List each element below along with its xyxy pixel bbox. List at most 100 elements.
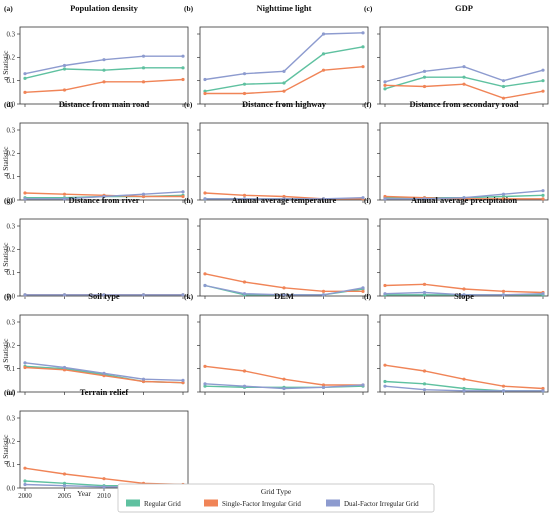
data-point-2: [383, 197, 387, 201]
legend-swatch: [204, 499, 218, 507]
data-point-0: [501, 84, 506, 89]
data-point-0: [181, 66, 185, 70]
data-point-0: [383, 379, 387, 384]
data-point-2: [242, 384, 247, 388]
data-point-1: [541, 89, 545, 93]
data-point-2: [422, 290, 427, 295]
data-point-1: [462, 377, 466, 381]
y-tick-label: 0.2: [7, 439, 16, 446]
data-point-2: [422, 388, 427, 392]
data-point-1: [501, 289, 506, 293]
data-point-0: [422, 293, 427, 297]
legend-item-label: Regular Grid: [144, 500, 181, 508]
data-point-1: [361, 65, 365, 69]
y-tick-label: 0.1: [7, 174, 16, 181]
plot-frame: [19, 26, 189, 105]
data-point-2: [23, 72, 27, 76]
data-point-1: [321, 289, 326, 293]
data-point-2: [141, 293, 146, 297]
data-point-0: [462, 75, 466, 79]
y-tick-label: 0.1: [7, 270, 16, 277]
panel-label: (j): [4, 292, 12, 301]
data-point-1: [102, 477, 106, 481]
data-point-2: [422, 69, 427, 73]
data-point-1: [462, 82, 466, 86]
data-point-1: [62, 472, 67, 476]
data-point-0: [102, 68, 106, 72]
plot-frame: [199, 218, 369, 297]
y-tick-label: 0.0: [7, 293, 16, 300]
x-tick-label: 2005: [58, 493, 72, 500]
data-point-2: [203, 197, 207, 201]
data-point-1: [242, 91, 247, 96]
data-point-2: [383, 384, 387, 388]
data-point-0: [23, 76, 27, 80]
data-point-2: [383, 80, 387, 84]
panel-label: (k): [184, 292, 194, 301]
data-point-2: [23, 293, 27, 297]
data-point-2: [102, 485, 106, 489]
data-point-0: [282, 81, 286, 85]
data-point-2: [141, 377, 146, 381]
data-point-2: [102, 371, 106, 375]
data-point-1: [203, 364, 207, 368]
data-point-2: [23, 482, 27, 487]
data-point-1: [321, 68, 326, 72]
data-point-1: [141, 379, 146, 384]
data-point-2: [102, 194, 106, 199]
data-point-2: [383, 292, 387, 296]
data-point-1: [62, 192, 67, 196]
data-point-1: [282, 286, 286, 290]
data-point-1: [383, 283, 387, 288]
data-point-1: [541, 386, 545, 391]
plot-frame: [19, 122, 189, 201]
data-point-2: [141, 192, 146, 196]
data-point-2: [62, 293, 67, 297]
data-point-1: [541, 197, 545, 201]
data-point-1: [181, 381, 185, 385]
data-point-2: [321, 32, 326, 36]
panel-label: (c): [364, 4, 373, 13]
y-axis-label: q Statistic: [1, 338, 10, 368]
series-line-1: [384, 364, 544, 390]
panel-label: (e): [184, 100, 193, 109]
data-point-2: [321, 385, 326, 389]
data-point-1: [321, 383, 326, 387]
data-point-1: [501, 384, 506, 388]
data-point-0: [422, 75, 427, 79]
data-point-1: [62, 88, 67, 92]
data-point-0: [141, 66, 146, 70]
plot-frame: [19, 314, 189, 393]
data-point-2: [282, 197, 286, 201]
data-point-1: [501, 197, 506, 201]
data-point-1: [282, 377, 286, 381]
data-point-2: [181, 378, 185, 382]
data-point-1: [383, 83, 387, 87]
data-point-0: [62, 67, 67, 71]
y-tick-label: 0.3: [7, 319, 16, 326]
data-point-2: [321, 293, 326, 297]
data-point-0: [541, 79, 545, 83]
data-point-2: [501, 389, 506, 393]
data-point-2: [462, 293, 466, 297]
data-point-1: [141, 80, 146, 84]
panel-label: (d): [4, 100, 14, 109]
data-point-1: [361, 289, 365, 293]
plot-frame: [379, 122, 549, 201]
x-tick-label: 2000: [18, 493, 32, 500]
data-point-2: [141, 54, 146, 58]
data-point-2: [462, 65, 466, 69]
panel-label: (h): [184, 196, 194, 205]
plot-frame: [19, 218, 189, 297]
y-tick-label: 0.1: [7, 462, 16, 469]
data-point-1: [23, 191, 27, 195]
data-point-1: [282, 194, 286, 199]
panel-title: Distance from river: [68, 195, 139, 205]
data-point-1: [383, 194, 387, 199]
data-point-1: [383, 363, 387, 367]
data-point-2: [181, 54, 185, 58]
data-point-0: [383, 87, 387, 91]
data-point-2: [321, 197, 326, 201]
panel-title: DEM: [274, 291, 294, 301]
panel-title: Annual average precipitation: [411, 195, 517, 205]
